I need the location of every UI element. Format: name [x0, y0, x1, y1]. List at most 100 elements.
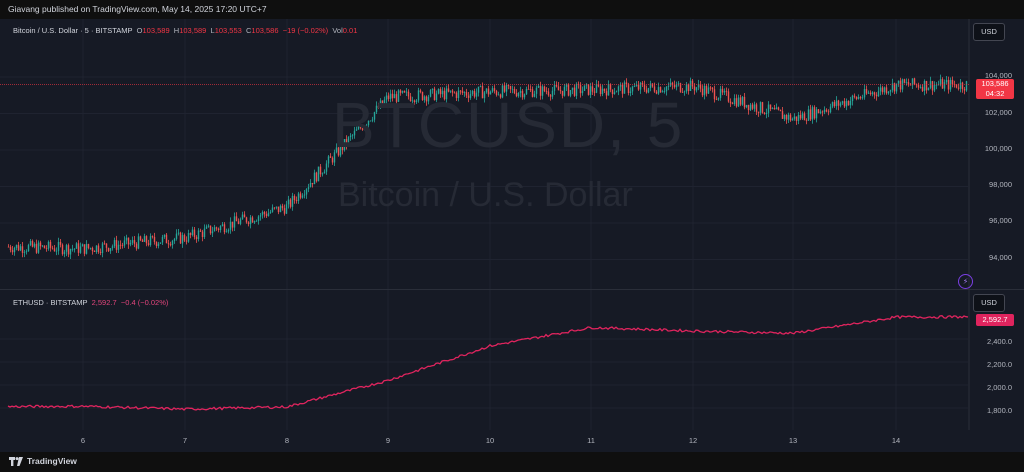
btc-candle — [517, 93, 520, 97]
btc-candle — [217, 228, 220, 231]
btc-candle — [279, 205, 282, 213]
btc-candle — [895, 83, 898, 92]
btc-candle — [857, 97, 860, 100]
btc-candle — [43, 245, 46, 249]
btc-candle — [27, 245, 30, 252]
btc-candle — [195, 236, 198, 240]
btc-candle — [243, 214, 246, 218]
btc-candle — [661, 91, 664, 93]
btc-candle — [395, 94, 398, 102]
btc-candle — [873, 92, 876, 95]
btc-candle — [325, 163, 328, 172]
btc-candle — [135, 243, 138, 249]
btc-candle — [813, 107, 816, 119]
btc-symbol: Bitcoin / U.S. Dollar · 5 · BITSTAMP — [13, 26, 133, 35]
btc-candle — [885, 87, 888, 94]
btc-candle — [597, 84, 600, 87]
tradingview-logo[interactable]: TradingView — [9, 456, 77, 466]
btc-candle — [817, 109, 820, 114]
btc-candle — [941, 79, 944, 89]
btc-change: −19 (−0.02%) — [282, 26, 329, 35]
btc-candle — [601, 88, 604, 94]
btc-candle — [815, 109, 818, 119]
btc-candle — [557, 86, 560, 91]
btc-candle — [147, 243, 150, 245]
btc-candle — [247, 222, 250, 225]
chart-area[interactable] — [0, 19, 1024, 452]
btc-price-label: 96,000 — [989, 216, 1012, 225]
btc-candle — [769, 104, 772, 109]
time-label: 10 — [485, 436, 495, 445]
btc-candle — [525, 88, 528, 95]
btc-candle — [621, 84, 624, 94]
btc-candle — [563, 86, 566, 96]
btc-candle — [889, 90, 892, 92]
eth-price-label: 1,800.0 — [986, 406, 1012, 415]
btc-candle — [295, 200, 298, 202]
btc-candle — [19, 246, 22, 251]
btc-candle — [439, 89, 442, 95]
btc-candle — [799, 114, 802, 119]
btc-candle — [951, 79, 954, 85]
btc-candle — [879, 87, 882, 92]
btc-candle — [791, 118, 794, 121]
btc-candle — [965, 81, 968, 91]
btc-candle — [125, 237, 128, 241]
btc-candle — [855, 96, 858, 100]
panel-separator[interactable] — [0, 289, 1024, 290]
btc-candle — [637, 84, 640, 90]
btc-price-chart[interactable] — [0, 19, 1024, 289]
btc-candle — [465, 92, 468, 96]
eth-symbol: ETHUSD · BITSTAMP — [13, 298, 88, 307]
btc-candle — [733, 98, 736, 104]
btc-candle — [599, 86, 602, 94]
btc-candle — [673, 84, 676, 88]
btc-candle — [181, 235, 184, 244]
lightning-icon[interactable]: ⚡ — [958, 274, 973, 289]
btc-candle — [411, 100, 414, 102]
btc-candle — [469, 93, 472, 98]
btc-candle — [205, 226, 208, 229]
btc-candle — [157, 243, 160, 247]
btc-candle — [329, 156, 332, 158]
btc-candle — [483, 92, 486, 99]
btc-candle — [407, 91, 410, 97]
btc-candle — [611, 89, 614, 95]
btc-currency-button[interactable]: USD — [973, 23, 1005, 41]
btc-candle — [871, 92, 874, 95]
btc-candle — [441, 90, 444, 95]
btc-candle — [623, 82, 626, 94]
btc-candle — [663, 91, 666, 92]
btc-candle — [119, 244, 122, 246]
btc-candle — [261, 211, 264, 216]
btc-candle — [237, 221, 240, 224]
btc-candle — [99, 251, 102, 254]
btc-candle — [963, 89, 966, 91]
btc-candle — [249, 217, 252, 225]
btc-price-label: 102,000 — [984, 108, 1012, 117]
btc-candle — [691, 80, 694, 87]
btc-candle — [443, 90, 446, 100]
btc-candle — [927, 87, 930, 91]
btc-candle — [405, 91, 408, 93]
bar-countdown: 04:32 — [985, 89, 1005, 98]
btc-candle — [459, 90, 462, 92]
btc-candle — [931, 81, 934, 91]
btc-candle — [683, 91, 686, 93]
btc-candle — [117, 244, 120, 250]
btc-candle — [115, 240, 118, 250]
btc-candle — [23, 251, 26, 253]
btc-candle — [877, 91, 880, 97]
btc-candle — [709, 87, 712, 89]
btc-candle — [177, 232, 180, 234]
btc-candle — [731, 103, 734, 105]
btc-candle — [475, 92, 478, 97]
eth-currency-button[interactable]: USD — [973, 294, 1005, 312]
btc-candle — [513, 88, 516, 94]
btc-candle — [493, 88, 496, 91]
btc-candle — [265, 214, 268, 217]
btc-candle — [111, 246, 114, 249]
btc-candle — [323, 171, 326, 174]
btc-candle — [881, 87, 884, 93]
eth-price-chart[interactable] — [0, 290, 1024, 430]
